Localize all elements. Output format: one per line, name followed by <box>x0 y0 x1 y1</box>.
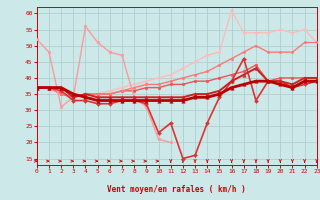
X-axis label: Vent moyen/en rafales ( km/h ): Vent moyen/en rafales ( km/h ) <box>108 185 246 194</box>
